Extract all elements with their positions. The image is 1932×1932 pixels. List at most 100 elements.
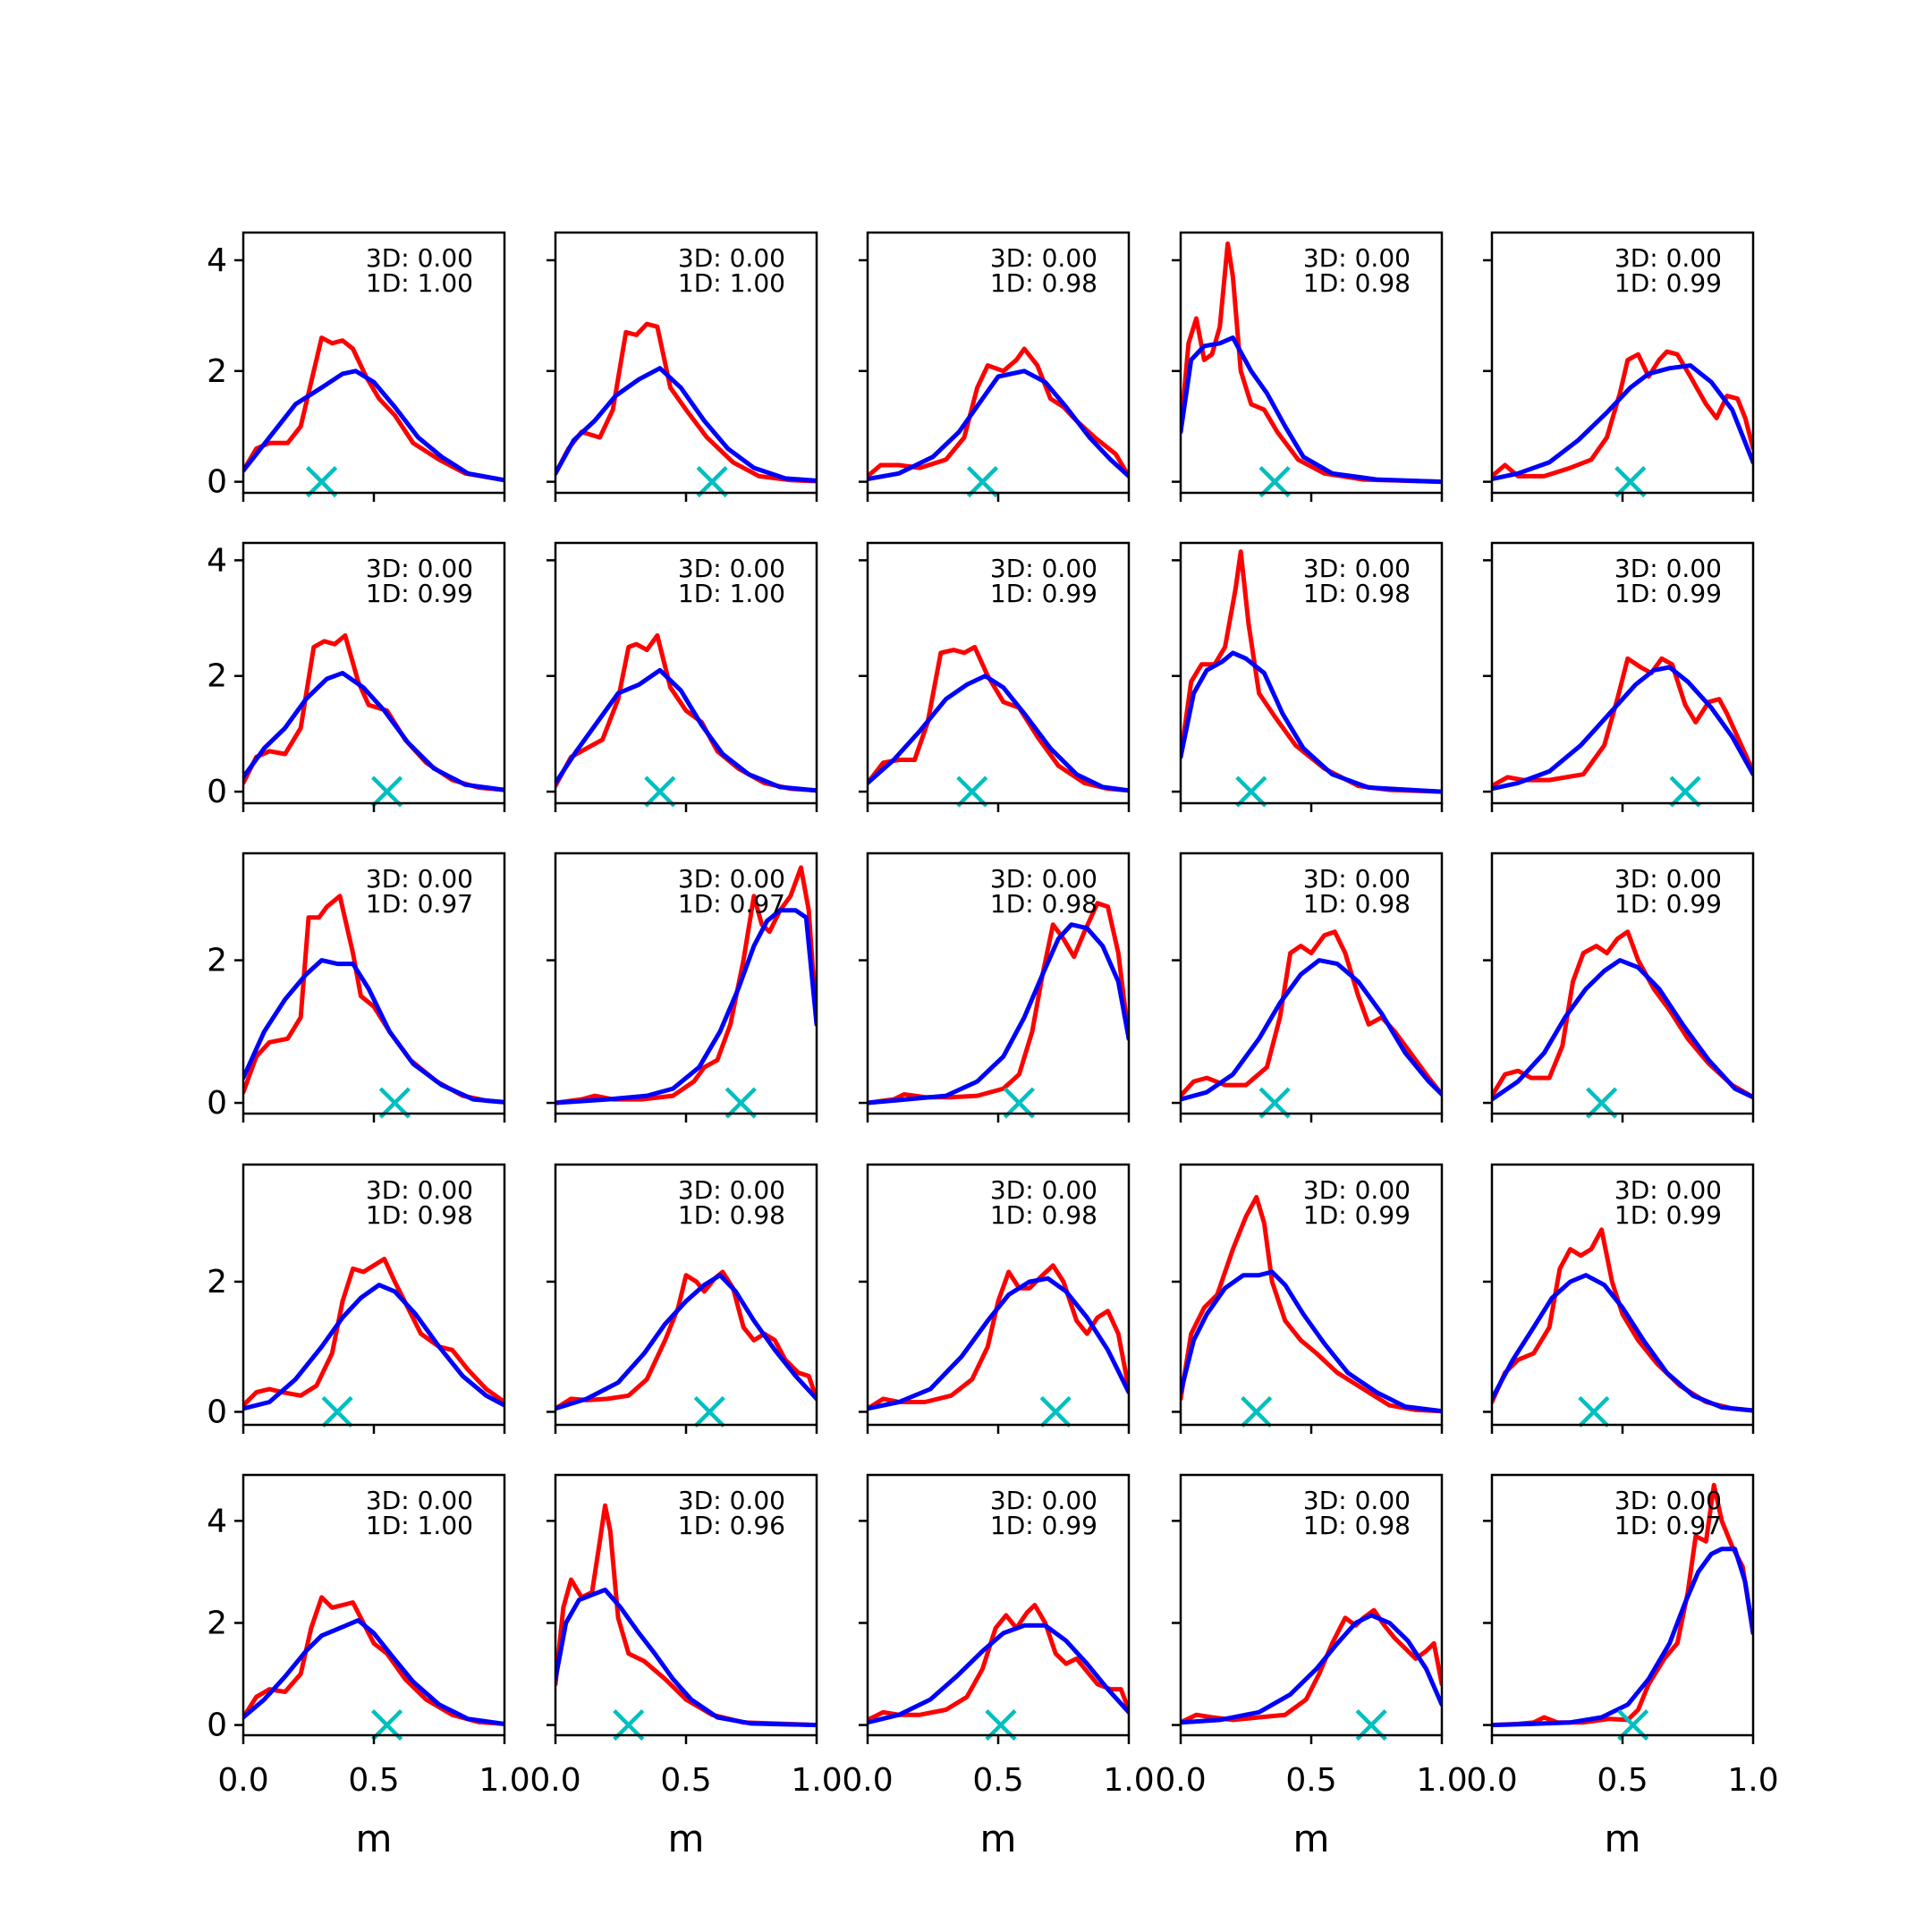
marker-x [956,775,988,808]
annotation-1d: 1D: 0.98 [990,1200,1097,1230]
empirical-density-line [1181,241,1442,485]
plot-area [243,1595,504,1726]
empirical-density-line [243,335,504,483]
marker-x [1586,1087,1618,1119]
y-tick-label: 2 [207,353,227,390]
annotation-3d: 3D: 0.00 [678,1175,785,1205]
fitted-density-line [555,667,817,793]
x-tick-label: 0.0 [1466,1762,1517,1799]
x-tick-label: 0.5 [348,1762,399,1799]
x-axis-label: m [668,1817,705,1860]
annotation-3d: 3D: 0.00 [990,554,1097,583]
empirical-density-line [1492,929,1753,1100]
plot-area [868,346,1129,481]
annotation-3d: 3D: 0.00 [1614,864,1722,894]
y-tick-label: 0 [207,1085,227,1122]
empirical-density-line [868,644,1129,793]
x-tick-label: 1.0 [479,1762,530,1799]
x-tick-label: 0.0 [842,1762,893,1799]
marker-x [306,466,338,498]
empirical-density-line [243,1257,504,1408]
y-tick-label: 4 [207,242,227,279]
marker-x [1039,1395,1072,1428]
y-tick-label: 2 [207,658,227,695]
annotation-3d: 3D: 0.00 [1303,243,1411,273]
y-tick-label: 0 [207,1394,227,1430]
annotation-3d: 3D: 0.00 [1303,1486,1411,1515]
fitted-density-line [1492,665,1753,792]
annotation-1d: 1D: 1.00 [678,268,785,298]
plot-area [868,1263,1129,1411]
annotation-1d: 1D: 0.99 [1614,889,1722,919]
marker-x [724,1087,757,1119]
x-axis-label: m [980,1817,1017,1860]
fitted-density-line [1181,335,1442,485]
fitted-density-line [1181,1613,1442,1725]
marker-x [693,1395,725,1428]
annotation-3d: 3D: 0.00 [678,243,785,273]
annotation-3d: 3D: 0.00 [1614,554,1722,583]
empirical-density-line [868,1603,1129,1723]
y-tick-label: 2 [207,1264,227,1301]
x-axis-label: m [1293,1817,1330,1860]
fitted-density-line [555,1587,817,1728]
x-axis-label: m [1605,1817,1641,1860]
annotation-1d: 1D: 0.97 [366,889,473,919]
annotation-3d: 3D: 0.00 [366,1175,473,1205]
annotation-1d: 1D: 0.98 [990,889,1097,919]
y-tick-label: 0 [207,1707,227,1744]
x-tick-label: 0.0 [1155,1762,1206,1799]
plot-area [243,1257,504,1411]
empirical-density-line [1181,1607,1442,1725]
x-tick-label: 0.0 [530,1762,580,1799]
plot-area [1181,929,1442,1102]
x-axis-label: m [356,1817,393,1860]
plot-area [868,1603,1129,1725]
empirical-density-line [555,1269,817,1411]
fitted-density-line [555,366,817,483]
fitted-density-line [243,1618,504,1726]
plot-area [1181,1607,1442,1725]
plot-area [1492,929,1753,1102]
annotation-1d: 1D: 1.00 [678,579,785,608]
fitted-density-line [1492,1273,1753,1413]
marker-x [1241,1395,1273,1428]
annotation-1d: 1D: 1.00 [366,268,473,298]
x-tick-label: 0.5 [1597,1762,1648,1799]
annotation-1d: 1D: 0.99 [1614,579,1722,608]
plot-area [1492,1227,1753,1413]
plot-area [555,1503,817,1728]
empirical-density-line [243,1595,504,1726]
annotation-1d: 1D: 1.00 [366,1511,473,1540]
marker-x [321,1395,353,1428]
annotation-1d: 1D: 0.98 [1303,889,1411,919]
annotation-1d: 1D: 0.96 [678,1511,785,1540]
annotation-3d: 3D: 0.00 [990,243,1097,273]
y-tick-label: 2 [207,943,227,979]
plot-area [555,1269,817,1411]
annotation-3d: 3D: 0.00 [1614,243,1722,273]
y-tick-label: 2 [207,1605,227,1641]
marker-x [1614,466,1647,498]
annotation-3d: 3D: 0.00 [678,1486,785,1515]
marker-x [1578,1395,1610,1428]
fitted-density-line [243,369,504,483]
fitted-density-line [243,958,504,1105]
y-tick-label: 4 [207,1503,227,1539]
annotation-1d: 1D: 0.99 [366,579,473,608]
empirical-density-line [555,321,817,484]
plot-area [555,633,817,793]
plot-area [243,335,504,483]
annotation-1d: 1D: 0.98 [990,268,1097,298]
